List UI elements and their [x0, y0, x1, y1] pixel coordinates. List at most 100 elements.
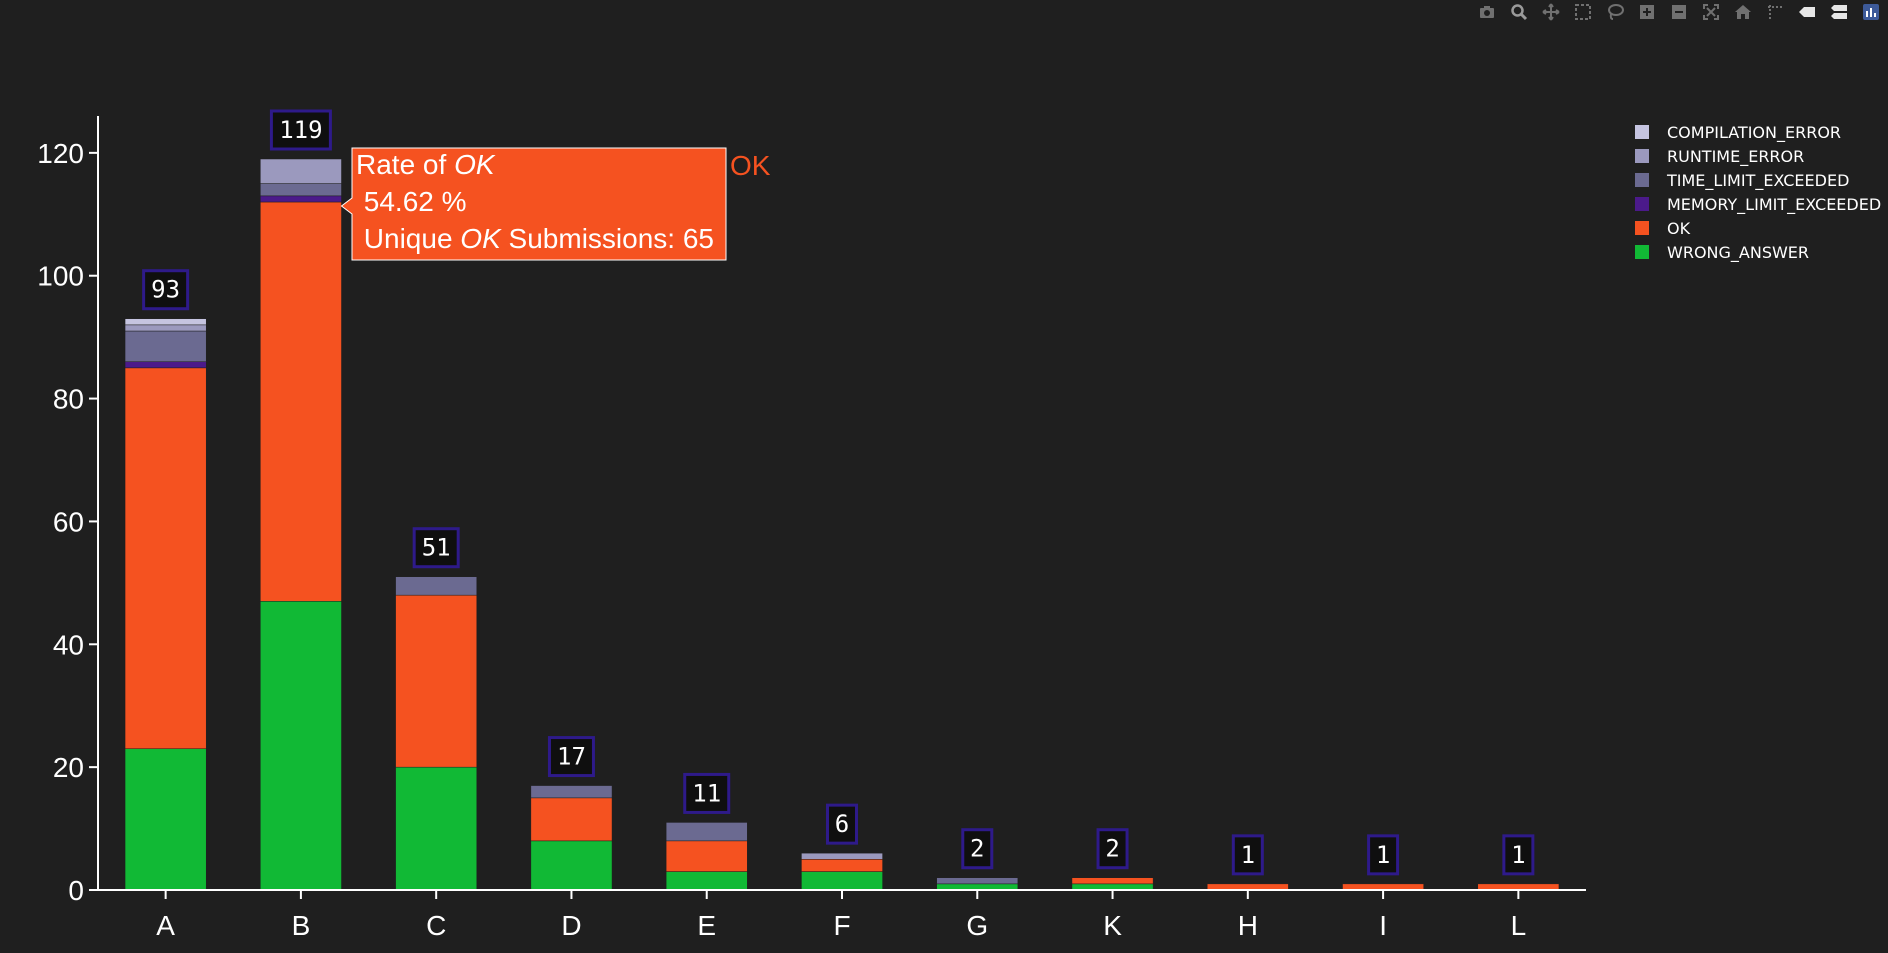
bar-ok-a — [124, 367, 207, 749]
bar-ok-d — [530, 797, 613, 842]
hover-line-percent: 54.62 % — [356, 186, 467, 217]
total-label-box — [1367, 834, 1400, 876]
bar-ok-c — [395, 594, 478, 768]
y-tick-label: 80 — [53, 384, 84, 415]
total-label: 119 — [279, 116, 322, 144]
autoscale-button[interactable] — [1698, 1, 1724, 23]
x-tick-label: B — [292, 910, 311, 941]
total-label-box — [961, 828, 994, 870]
bars-group — [124, 158, 1560, 891]
bar-ok-k — [1071, 877, 1154, 885]
zoom-in-icon — [1640, 5, 1654, 19]
hover-compare-icon — [1831, 5, 1847, 19]
total-label-box — [547, 736, 595, 778]
hover-line-unique: Unique OK Submissions: 65 — [356, 223, 714, 254]
x-tick-label: G — [966, 910, 988, 941]
hover-compare-button[interactable] — [1826, 1, 1852, 23]
spike-lines-button[interactable] — [1762, 1, 1788, 23]
bar-wrong-answer-a — [124, 748, 207, 891]
x-tick-label: L — [1511, 910, 1527, 941]
reset-axes-icon — [1735, 5, 1751, 19]
hover-line-rate: Rate of OK — [356, 149, 496, 180]
bar-time-limit-exceeded-a — [124, 330, 207, 362]
total-label-box — [683, 772, 731, 814]
spike-lines-icon — [1768, 5, 1782, 19]
legend-label: OK — [1667, 219, 1691, 238]
x-tick-label: H — [1238, 910, 1258, 941]
total-label: 2 — [970, 835, 984, 863]
zoom-out-icon — [1672, 5, 1686, 19]
bar-runtime-error-b — [260, 158, 342, 184]
plotly-logo-icon — [1863, 4, 1879, 20]
bar-wrong-answer-e — [665, 871, 748, 891]
legend-swatch-runtime-error — [1635, 149, 1649, 163]
zoom-button[interactable] — [1506, 1, 1532, 23]
hover-trace-name: OK — [730, 150, 771, 181]
bar-wrong-answer-c — [395, 766, 478, 891]
bar-runtime-error-f — [801, 852, 883, 860]
hover-closest-button[interactable] — [1794, 1, 1820, 23]
pan-icon — [1542, 3, 1560, 21]
box-select-button[interactable] — [1570, 1, 1596, 23]
x-tick-label: D — [561, 910, 581, 941]
bar-compilation-error-a — [124, 318, 207, 326]
total-label: 93 — [151, 276, 180, 304]
hover-tooltip: Rate of OK 54.62 % Unique OK Submissions… — [340, 147, 771, 261]
zoom-in-button[interactable] — [1634, 1, 1660, 23]
autoscale-icon — [1703, 4, 1719, 20]
total-label-box — [412, 527, 460, 569]
legend: COMPILATION_ERROR RUNTIME_ERROR TIME_LIMIT… — [1635, 123, 1881, 263]
y-tick-label: 60 — [53, 506, 84, 537]
legend-swatch-compilation-error — [1635, 125, 1649, 139]
legend-label: TIME_LIMIT_EXCEEDED — [1666, 171, 1849, 191]
y-tick-label: 120 — [37, 138, 84, 169]
bar-wrong-answer-b — [260, 601, 342, 891]
legend-swatch-memory-limit-exceeded — [1635, 197, 1649, 211]
lasso-select-icon — [1608, 4, 1624, 20]
legend-swatch-ok — [1635, 221, 1649, 235]
total-label-box — [1096, 828, 1129, 870]
legend-label: WRONG_ANSWER — [1667, 243, 1809, 263]
bar-wrong-answer-f — [801, 871, 883, 891]
plotly-logo-button[interactable] — [1858, 1, 1884, 23]
lasso-select-button[interactable] — [1602, 1, 1628, 23]
reset-axes-button[interactable] — [1730, 1, 1756, 23]
bar-wrong-answer-d — [530, 840, 613, 891]
total-label: 17 — [557, 743, 586, 771]
bar-ok-b — [260, 201, 342, 602]
bar-time-limit-exceeded-b — [260, 183, 342, 197]
y-tick-label: 0 — [68, 875, 84, 906]
box-select-icon — [1575, 4, 1591, 20]
bar-time-limit-exceeded-d — [530, 785, 613, 799]
total-label: 11 — [692, 779, 721, 807]
bar-ok-e — [665, 840, 748, 872]
camera-icon — [1480, 6, 1494, 18]
camera-button[interactable] — [1474, 1, 1500, 23]
x-tick-label: C — [426, 910, 446, 941]
bar-memory-limit-exceeded-a — [124, 361, 207, 369]
legend-swatch-wrong-answer — [1635, 245, 1649, 259]
bar-ok-f — [801, 859, 883, 872]
total-label: 1 — [1376, 841, 1390, 869]
zoom-out-button[interactable] — [1666, 1, 1692, 23]
bar-time-limit-exceeded-e — [665, 822, 748, 842]
bar-memory-limit-exceeded-b — [260, 195, 342, 203]
legend-label: RUNTIME_ERROR — [1667, 147, 1804, 167]
x-tick-label: K — [1103, 910, 1122, 941]
total-label-box — [826, 803, 858, 845]
total-label: 1 — [1241, 841, 1255, 869]
total-label-box — [1231, 834, 1264, 876]
legend-swatch-time-limit-exceeded — [1635, 173, 1649, 187]
hover-closest-icon — [1799, 7, 1815, 17]
x-tick-label: E — [697, 910, 716, 941]
pan-button[interactable] — [1538, 1, 1564, 23]
x-tick-label: F — [833, 910, 850, 941]
modebar — [1474, 0, 1888, 24]
y-tick-label: 40 — [53, 629, 84, 660]
y-tick-label: 100 — [37, 261, 84, 292]
x-tick-label: I — [1379, 910, 1387, 941]
x-tick-label: A — [156, 910, 175, 941]
total-label: 51 — [422, 534, 451, 562]
